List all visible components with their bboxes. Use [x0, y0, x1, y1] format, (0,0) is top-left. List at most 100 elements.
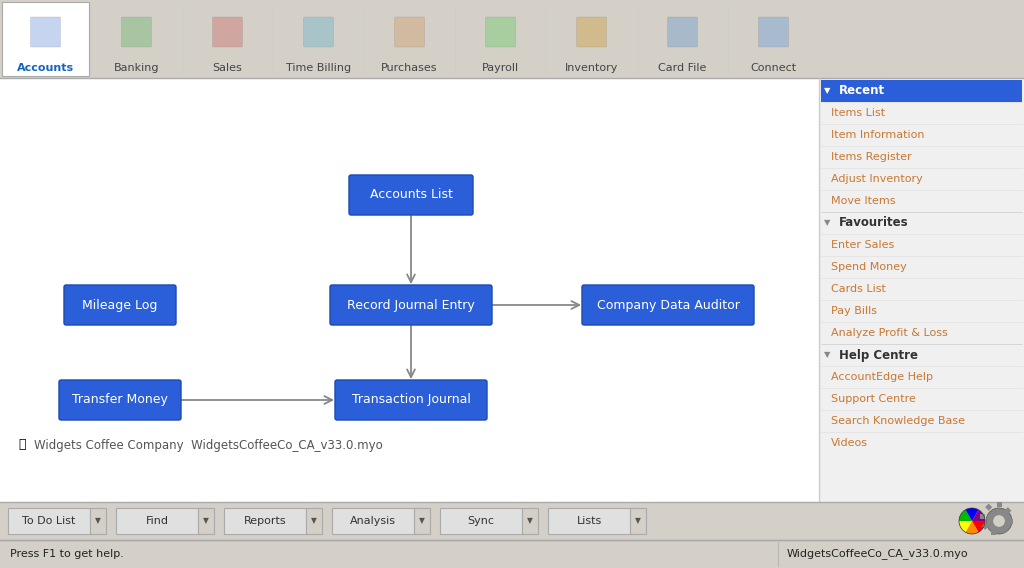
Text: Payroll: Payroll [482, 63, 519, 73]
Text: Recent: Recent [839, 85, 885, 98]
Text: Favourites: Favourites [839, 216, 908, 229]
FancyBboxPatch shape [332, 508, 414, 534]
Wedge shape [966, 521, 979, 534]
Text: To Do List: To Do List [23, 516, 76, 526]
Circle shape [993, 515, 1005, 527]
Text: Transaction Journal: Transaction Journal [351, 394, 470, 407]
FancyBboxPatch shape [485, 17, 515, 47]
Text: ▼: ▼ [311, 516, 317, 525]
Text: Find: Find [145, 516, 169, 526]
FancyBboxPatch shape [330, 285, 492, 325]
FancyBboxPatch shape [349, 175, 473, 215]
Text: ▼: ▼ [635, 516, 641, 525]
Text: Accounts: Accounts [17, 63, 74, 73]
Text: ▼: ▼ [95, 516, 101, 525]
Text: Move Items: Move Items [831, 196, 896, 206]
FancyBboxPatch shape [122, 17, 152, 47]
Text: Support Centre: Support Centre [831, 394, 915, 404]
Bar [991, 529, 996, 534]
Bar [982, 523, 989, 530]
Wedge shape [972, 521, 985, 532]
Wedge shape [959, 509, 972, 521]
FancyBboxPatch shape [303, 17, 334, 47]
Bar [1005, 507, 1012, 514]
Text: Pay Bills: Pay Bills [831, 306, 877, 316]
Text: Analysis: Analysis [350, 516, 396, 526]
FancyBboxPatch shape [59, 380, 181, 420]
Wedge shape [972, 509, 985, 521]
FancyBboxPatch shape [63, 285, 176, 325]
FancyBboxPatch shape [440, 508, 522, 534]
Text: Inventory: Inventory [565, 63, 618, 73]
Bar [1008, 519, 1013, 524]
FancyBboxPatch shape [31, 17, 60, 47]
Wedge shape [966, 508, 979, 521]
Text: Adjust Inventory: Adjust Inventory [831, 174, 923, 184]
Text: Company Data Auditor: Company Data Auditor [597, 299, 739, 311]
Text: Accounts List: Accounts List [370, 189, 453, 202]
Text: Lists: Lists [577, 516, 602, 526]
Text: Banking: Banking [114, 63, 160, 73]
Text: WidgetsCoffeeCo_CA_v33.0.myo: WidgetsCoffeeCo_CA_v33.0.myo [786, 549, 968, 559]
Text: Analyze Profit & Loss: Analyze Profit & Loss [831, 328, 948, 338]
FancyBboxPatch shape [224, 508, 306, 534]
FancyBboxPatch shape [522, 508, 538, 534]
FancyBboxPatch shape [306, 508, 322, 534]
Text: Sales: Sales [213, 63, 243, 73]
Text: Search Knowledge Base: Search Knowledge Base [831, 416, 965, 426]
Text: ▼: ▼ [823, 350, 830, 360]
FancyBboxPatch shape [577, 17, 606, 47]
Text: Cards List: Cards List [831, 284, 886, 294]
Text: ▼: ▼ [203, 516, 209, 525]
FancyBboxPatch shape [0, 502, 1024, 540]
Text: Videos: Videos [831, 438, 868, 448]
Text: Items List: Items List [831, 108, 885, 118]
FancyBboxPatch shape [548, 508, 630, 534]
Text: AccountEdge Help: AccountEdge Help [831, 372, 933, 382]
FancyBboxPatch shape [335, 380, 487, 420]
Text: Enter Sales: Enter Sales [831, 240, 894, 250]
FancyBboxPatch shape [0, 540, 1024, 568]
Text: ▼: ▼ [823, 219, 830, 228]
Bar [985, 504, 992, 511]
Bar [1000, 527, 1008, 533]
FancyBboxPatch shape [198, 508, 214, 534]
Text: Mileage Log: Mileage Log [82, 299, 158, 311]
Wedge shape [959, 521, 972, 532]
Text: Items Register: Items Register [831, 152, 911, 162]
FancyBboxPatch shape [414, 508, 430, 534]
Text: Item Information: Item Information [831, 130, 925, 140]
Circle shape [986, 508, 1012, 534]
Text: Spend Money: Spend Money [831, 262, 906, 272]
FancyBboxPatch shape [0, 0, 1024, 78]
Text: Connect: Connect [751, 63, 797, 73]
Text: Reports: Reports [244, 516, 287, 526]
Text: Time Billing: Time Billing [286, 63, 351, 73]
Text: Transfer Money: Transfer Money [72, 394, 168, 407]
FancyBboxPatch shape [116, 508, 198, 534]
FancyBboxPatch shape [821, 80, 1022, 102]
Text: ▼: ▼ [527, 516, 532, 525]
Text: Purchases: Purchases [381, 63, 437, 73]
FancyBboxPatch shape [8, 508, 90, 534]
FancyBboxPatch shape [759, 17, 788, 47]
Text: 🔍: 🔍 [18, 438, 26, 452]
Text: Card File: Card File [658, 63, 707, 73]
FancyBboxPatch shape [90, 508, 106, 534]
Text: Help Centre: Help Centre [839, 349, 918, 361]
Text: Sync: Sync [468, 516, 495, 526]
Text: ▼: ▼ [419, 516, 425, 525]
FancyBboxPatch shape [668, 17, 697, 47]
Text: Record Journal Entry: Record Journal Entry [347, 299, 475, 311]
FancyBboxPatch shape [2, 2, 89, 76]
Text: Widgets Coffee Company  WidgetsCoffeeCo_CA_v33.0.myo: Widgets Coffee Company WidgetsCoffeeCo_C… [34, 438, 383, 452]
Text: Press F1 to get help.: Press F1 to get help. [10, 549, 124, 559]
Bar [996, 503, 1001, 507]
FancyBboxPatch shape [582, 285, 754, 325]
Bar [980, 513, 985, 519]
FancyBboxPatch shape [213, 17, 243, 47]
FancyBboxPatch shape [630, 508, 646, 534]
FancyBboxPatch shape [819, 78, 1024, 502]
FancyBboxPatch shape [394, 17, 425, 47]
Text: ▼: ▼ [823, 86, 830, 95]
